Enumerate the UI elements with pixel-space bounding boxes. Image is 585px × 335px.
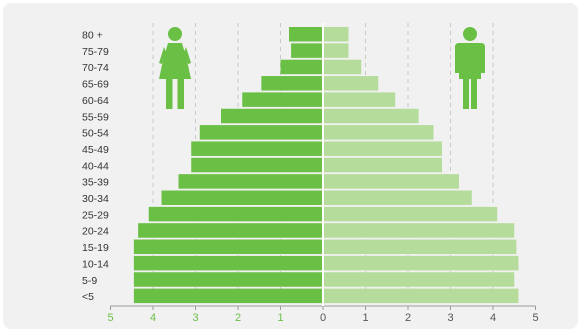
bar-right-0 (323, 27, 349, 42)
male-icon (455, 27, 485, 109)
female-icon (159, 27, 191, 109)
x-tick-label-6: 1 (362, 312, 368, 324)
bar-right-5 (323, 108, 419, 124)
bar-right-8 (323, 157, 442, 173)
age-label-5: 55-59 (82, 111, 109, 123)
age-label-4: 60-64 (82, 95, 109, 107)
bar-left-16 (133, 288, 323, 304)
age-label-9: 35-39 (82, 177, 109, 189)
age-label-7: 45-49 (82, 144, 109, 156)
x-tick-label-8: 3 (447, 312, 453, 324)
age-label-8: 40-44 (82, 160, 109, 172)
x-tick-label-1: 4 (150, 312, 156, 324)
bar-left-11 (148, 206, 323, 222)
age-label-0: 80 + (82, 30, 103, 42)
population-pyramid-chart: 80 + 75-79 70-74 65-69 60-64 55-59 50-54 45-49 4… (82, 23, 539, 324)
age-label-2: 70-74 (82, 62, 109, 74)
bar-left-13 (133, 239, 323, 255)
bar-right-7 (323, 141, 442, 156)
bar-left-1 (291, 43, 323, 58)
age-label-15: 5-9 (82, 275, 97, 287)
x-tick-label-4: 1 (277, 312, 283, 324)
bar-left-2 (280, 59, 323, 75)
x-tick-label-5: 0 (320, 312, 326, 324)
bar-right-13 (323, 239, 517, 255)
x-tick-label-10: 5 (532, 312, 538, 324)
bar-left-14 (133, 255, 323, 271)
x-tick-label-3: 2 (235, 312, 241, 324)
age-label-3: 65-69 (82, 79, 109, 91)
bar-left-9 (178, 174, 323, 189)
bar-right-12 (323, 223, 515, 238)
bar-right-11 (323, 206, 498, 222)
x-tick-label-2: 3 (192, 312, 198, 324)
bar-right-4 (323, 92, 396, 107)
bar-left-7 (191, 141, 323, 156)
bar-right-1 (323, 43, 349, 58)
bar-left-3 (261, 76, 323, 91)
bar-left-6 (199, 125, 323, 140)
x-tick-label-9: 4 (490, 312, 496, 324)
bar-right-6 (323, 125, 434, 140)
bar-left-4 (242, 92, 323, 107)
x-axis: 5 4 3 2 1 0 1 2 3 4 5 (107, 23, 539, 324)
bar-left-12 (138, 223, 323, 238)
bar-left-0 (289, 27, 323, 42)
age-label-14: 10-14 (82, 258, 109, 270)
age-label-12: 20-24 (82, 226, 109, 238)
bar-right-3 (323, 76, 379, 91)
age-label-6: 50-54 (82, 128, 109, 140)
bar-left-10 (161, 190, 323, 205)
bar-right-9 (323, 174, 459, 189)
age-labels: 80 + 75-79 70-74 65-69 60-64 55-59 50-54 45-49 4… (82, 30, 109, 304)
bar-left-5 (221, 108, 323, 124)
bar-left-8 (191, 157, 323, 173)
bar-right-14 (323, 255, 519, 271)
chart-panel: 80 + 75-79 70-74 65-69 60-64 55-59 50-54 45-49 4… (3, 3, 578, 329)
bar-right-16 (323, 288, 519, 304)
bar-right-2 (323, 59, 362, 75)
x-tick-label-0: 5 (107, 312, 113, 324)
bar-right-10 (323, 190, 472, 205)
bar-left-15 (133, 272, 323, 287)
bar-right-15 (323, 272, 515, 287)
age-label-10: 30-34 (82, 193, 109, 205)
age-label-11: 25-29 (82, 209, 109, 221)
age-label-16: <5 (82, 291, 94, 303)
bars (133, 27, 519, 304)
age-label-13: 15-19 (82, 242, 109, 254)
x-tick-label-7: 2 (405, 312, 411, 324)
age-label-1: 75-79 (82, 46, 109, 58)
